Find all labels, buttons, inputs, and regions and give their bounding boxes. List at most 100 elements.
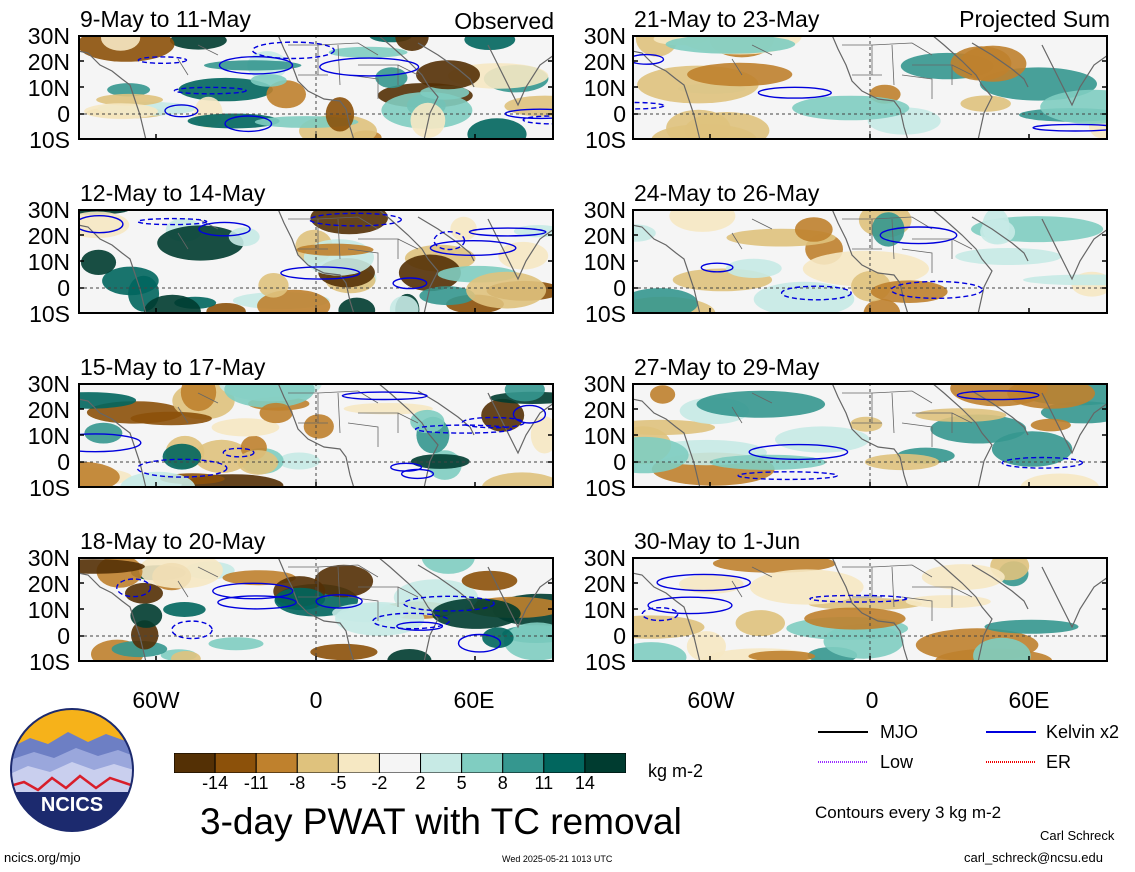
lat-label-obs-2-2: 10N <box>27 249 70 275</box>
pwat-anomaly-blob <box>466 271 547 309</box>
map-panel-obs-4 <box>78 557 554 662</box>
country-border <box>298 412 419 447</box>
colorbar-swatch-1 <box>214 753 257 773</box>
lat-label-proj-4-1: 20N <box>583 571 626 597</box>
map-panel-proj-4 <box>632 557 1108 662</box>
country-border <box>842 216 953 260</box>
pwat-anomaly-blob <box>250 74 287 87</box>
colorbar-swatch-9 <box>543 753 586 773</box>
pwat-anomaly-blob <box>208 637 264 651</box>
pwat-anomaly-blob <box>850 416 883 432</box>
coastline <box>1041 566 1108 629</box>
pwat-anomaly-blob <box>753 281 855 314</box>
pwat-anomaly-blob <box>669 209 736 232</box>
country-border <box>731 44 773 76</box>
pwat-anomaly-blob <box>712 557 836 573</box>
country-border <box>842 42 953 86</box>
lat-label-proj-1-0: 30N <box>583 23 626 49</box>
coastline <box>417 390 475 436</box>
lat-label-obs-3-4: 10S <box>29 475 70 501</box>
pwat-anomaly-blob <box>275 587 326 611</box>
pwat-anomaly-blob <box>467 118 527 140</box>
pwat-anomaly-blob <box>686 631 726 662</box>
colorbar-tick-7: 8 <box>497 773 508 793</box>
coastline <box>1041 392 1108 455</box>
legend-label-low: Low <box>880 752 914 772</box>
coastline <box>971 216 1029 262</box>
pwat-anomaly-blob <box>735 610 785 637</box>
lat-label-proj-1-3: 0 <box>613 101 626 127</box>
pwat-anomaly-blob <box>303 414 334 439</box>
kelvin-contour <box>757 86 832 99</box>
pwat-anomaly-blob <box>870 280 948 303</box>
country-border <box>288 42 399 86</box>
pwat-anomaly-blob <box>792 95 910 121</box>
pwat-anomaly-blob <box>187 113 280 129</box>
kelvin-contour <box>504 108 554 120</box>
pwat-anomaly-blob <box>325 97 355 132</box>
lon-label-0-right: 0 <box>865 687 879 713</box>
coastline <box>632 224 701 314</box>
coastline <box>931 209 993 314</box>
kelvin-contour <box>319 57 420 77</box>
lat-label-obs-2-1: 20N <box>27 223 70 249</box>
pwat-anomaly-blob <box>222 570 296 586</box>
pwat-anomaly-blob <box>748 650 816 662</box>
kelvin-contour <box>396 621 444 631</box>
pwat-anomaly-blob <box>725 258 782 278</box>
country-border <box>177 392 219 424</box>
country-border <box>298 238 419 273</box>
lat-label-proj-2-2: 10N <box>583 249 626 275</box>
coastline <box>487 566 554 629</box>
pwat-anomaly-blob <box>991 431 1073 467</box>
coastline <box>971 42 1029 88</box>
logo-text: NCICS <box>41 794 103 816</box>
pwat-anomaly-blob <box>955 248 1062 265</box>
pwat-anomaly-blob <box>211 418 280 437</box>
pwat-anomaly-blob <box>665 35 796 54</box>
pwat-anomaly-blob <box>650 385 676 404</box>
lat-label-proj-3-1: 20N <box>583 397 626 423</box>
pwat-anomaly-blob <box>389 295 419 314</box>
pwat-anomaly-blob <box>120 471 196 488</box>
kelvin-contour <box>647 596 733 615</box>
map-panel-obs-1 <box>78 35 554 140</box>
coastline <box>1041 218 1108 281</box>
pwat-anomaly-blob <box>632 224 656 242</box>
pwat-anomaly-blob <box>632 419 716 435</box>
pwat-anomaly-blob <box>338 297 376 314</box>
lat-label-obs-4-2: 10N <box>27 597 70 623</box>
pwat-anomaly-blob <box>143 294 201 314</box>
colorbar-swatch-8 <box>502 753 545 773</box>
panel-tag-observed: Observed <box>454 8 554 34</box>
contour-note: Contours every 3 kg m-2 <box>815 803 1002 822</box>
panel-title-obs-4: 18-May to 20-May <box>80 528 266 554</box>
kelvin-contour <box>341 391 428 401</box>
pwat-anomaly-blob <box>80 249 117 275</box>
coastline <box>78 224 147 314</box>
panel-title-obs-2: 12-May to 14-May <box>80 180 266 206</box>
lat-label-obs-3-1: 20N <box>27 397 70 423</box>
pwat-anomaly-blob <box>96 93 163 106</box>
lat-label-obs-1-4: 10S <box>29 127 70 153</box>
figure-title: 3-day PWAT with TC removal <box>200 801 682 842</box>
pwat-anomaly-blob <box>632 615 705 639</box>
kelvin-contour <box>392 277 428 290</box>
pwat-anomaly-blob <box>498 241 549 270</box>
pwat-anomaly-blob <box>1040 89 1108 124</box>
coastline <box>487 392 554 455</box>
panel-title-proj-1: 21-May to 23-May <box>634 6 820 32</box>
pwat-anomaly-blob <box>530 416 554 454</box>
pwat-anomaly-blob <box>666 109 731 140</box>
panel-title-proj-2: 24-May to 26-May <box>634 180 820 206</box>
lat-label-proj-2-0: 30N <box>583 197 626 223</box>
country-border <box>842 390 953 434</box>
pwat-anomaly-blob <box>266 80 306 109</box>
pwat-anomaly-blob <box>696 390 826 418</box>
kelvin-contour <box>308 212 402 227</box>
colorbar-tick-9: 14 <box>574 773 595 793</box>
pwat-anomaly-blob <box>131 620 159 650</box>
pwat-anomaly-blob <box>481 472 554 488</box>
kelvin-contour <box>224 115 273 133</box>
pwat-anomaly-blob <box>419 286 476 306</box>
